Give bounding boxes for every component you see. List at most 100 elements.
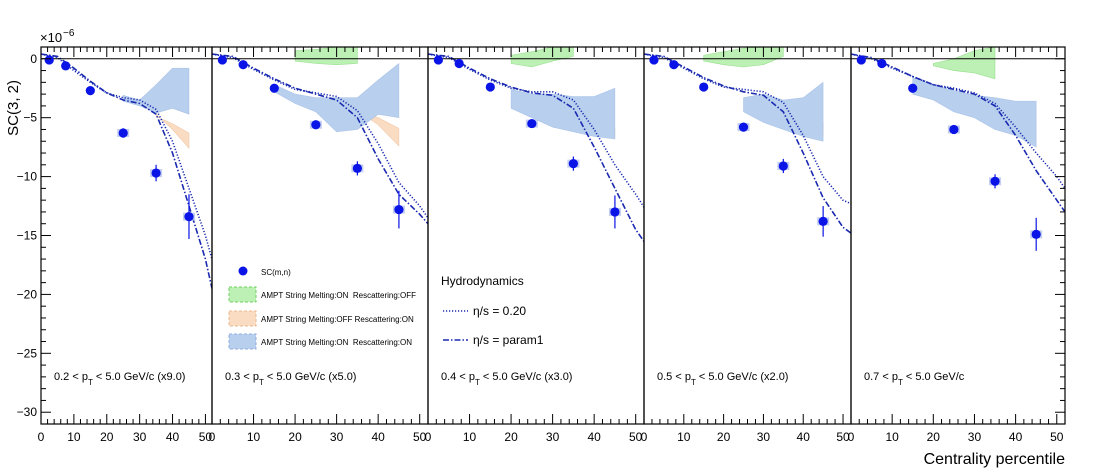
panel-plot-area <box>428 47 644 242</box>
panel-label-sub: T <box>88 378 93 387</box>
panel-label: 0.4 < pT < 5.0 GeV/c (x3.0) <box>441 371 572 387</box>
y-tick-label: −15 <box>17 229 38 243</box>
y-tick-label: 0 <box>30 52 37 66</box>
panel-plot-area <box>212 47 428 225</box>
legend-hydro-param1-label: η/s = param1 <box>473 333 544 347</box>
x-tick-label: 20 <box>927 430 941 444</box>
data-point-2 <box>454 58 464 69</box>
data-point-6 <box>182 194 195 240</box>
data-point-marker <box>217 55 227 65</box>
legend-ampt-off-on-label: AMPT String Melting:OFF Rescattering:ON <box>261 315 414 324</box>
y-tick-label: −5 <box>23 111 37 125</box>
x-tick-label: 0 <box>209 430 216 444</box>
y-tick-label: −30 <box>17 405 38 419</box>
data-point-3 <box>908 83 918 93</box>
x-tick-label: 30 <box>330 430 344 444</box>
ampt-on-on-band <box>274 62 400 133</box>
panel-label: 0.3 < pT < 5.0 GeV/c (x5.0) <box>225 371 356 387</box>
data-point-5 <box>989 174 1002 189</box>
x-tick-label: 30 <box>546 430 560 444</box>
data-point-marker <box>352 163 362 173</box>
y-tick-label: −10 <box>17 170 38 184</box>
data-point-5 <box>777 158 790 174</box>
data-point-marker <box>151 168 161 178</box>
data-point-marker <box>949 124 959 135</box>
x-tick-label: 40 <box>1009 430 1023 444</box>
panel-label-post: < 5.0 GeV/c <box>903 371 965 383</box>
panel-label-sub: T <box>259 378 264 387</box>
x-tick-label: 10 <box>885 430 899 444</box>
x-tick-label: 10 <box>463 430 477 444</box>
panel-label-sub: T <box>475 378 480 387</box>
data-point-2 <box>61 61 71 71</box>
panel-label-post: < 5.0 GeV/c (x2.0) <box>696 371 789 383</box>
panel-label-post: < 5.0 GeV/c (x3.0) <box>480 371 573 383</box>
data-point-marker <box>269 83 279 93</box>
data-point-1 <box>217 55 227 65</box>
data-point-6 <box>608 195 621 229</box>
data-point-4 <box>117 128 130 138</box>
data-point-marker <box>568 159 578 169</box>
x-axis-label: Centrality percentile <box>924 451 1066 468</box>
data-point-2 <box>877 58 887 69</box>
x-tick-label: 10 <box>67 430 81 444</box>
x-tick-label: 10 <box>247 430 261 444</box>
x-tick-label: 20 <box>504 430 518 444</box>
panel-plot-area <box>851 47 1065 213</box>
panel-label: 0.5 < pT < 5.0 GeV/c (x2.0) <box>657 371 788 387</box>
data-point-5 <box>567 156 580 171</box>
x-tick-label: 40 <box>797 430 811 444</box>
hydro-eta-s-param1-curve <box>644 53 851 234</box>
panel-3: 0 10 20 30 40 50 0.4 < pT < 5.0 GeV/c (x3.0) <box>425 46 645 444</box>
data-point-5 <box>150 164 163 182</box>
y-exponent-base: ×10 <box>40 30 62 45</box>
panel-label-post: < 5.0 GeV/c (x9.0) <box>93 371 186 383</box>
legend-ampt-on-on-label: AMPT String Melting:ON Rescattering:ON <box>261 338 412 347</box>
y-tick-label: −20 <box>17 287 38 301</box>
panel-label: 0.7 < pT < 5.0 GeV/c <box>864 371 965 387</box>
data-point-marker <box>394 204 404 215</box>
data-point-marker <box>184 212 194 222</box>
x-tick-label: 40 <box>371 430 385 444</box>
data-point-4 <box>947 124 960 135</box>
x-tick-label: 50 <box>199 430 213 444</box>
data-point-marker <box>118 128 128 138</box>
data-point-marker <box>856 55 866 65</box>
data-point-1 <box>856 55 866 65</box>
data-point-marker <box>311 120 321 130</box>
x-tick-label: 50 <box>413 430 427 444</box>
legend-data-marker <box>238 266 248 276</box>
x-tick-label: 30 <box>757 430 771 444</box>
data-point-6 <box>817 206 830 237</box>
y-exponent-power: −6 <box>63 28 75 39</box>
x-tick-label: 50 <box>836 430 850 444</box>
data-point-marker <box>610 207 620 217</box>
data-point-3 <box>269 83 279 93</box>
legend-data-label: SC(m,n) <box>261 268 291 277</box>
data-point-marker <box>527 118 537 129</box>
data-point-marker <box>61 61 71 71</box>
data-point-marker <box>454 58 464 69</box>
data-point-marker <box>649 55 659 65</box>
panel-label-sub: T <box>691 378 696 387</box>
legend-ampt: SC(m,n) AMPT String Melting:ON Rescatter… <box>228 266 416 350</box>
x-tick-label: 50 <box>1050 430 1064 444</box>
panel-plot-area <box>41 53 212 289</box>
panel-4: 0 10 20 30 40 50 0.5 < pT < 5.0 GeV/c (x2.0) <box>641 46 852 444</box>
x-tick-label: 0 <box>38 430 45 444</box>
hydro-eta-s-020-curve <box>212 53 428 219</box>
data-point-6 <box>392 190 405 229</box>
data-point-marker <box>908 83 918 93</box>
ampt-on-on-band <box>912 77 1037 148</box>
data-point-marker <box>738 122 749 132</box>
legend-ampt-on-off-swatch <box>228 286 257 303</box>
data-point-2 <box>669 60 679 70</box>
x-tick-label: 30 <box>968 430 982 444</box>
data-point-marker <box>238 60 248 70</box>
hydro-eta-s-param1-curve <box>851 53 1065 213</box>
hydro-eta-s-020-curve <box>428 53 644 208</box>
panel-label-pre: 0.5 < p <box>657 371 691 383</box>
panels: 0 10 20 30 40 500−5−10−15−20−25−300.2 < pT < … <box>17 46 1066 444</box>
data-point-2 <box>238 60 248 70</box>
